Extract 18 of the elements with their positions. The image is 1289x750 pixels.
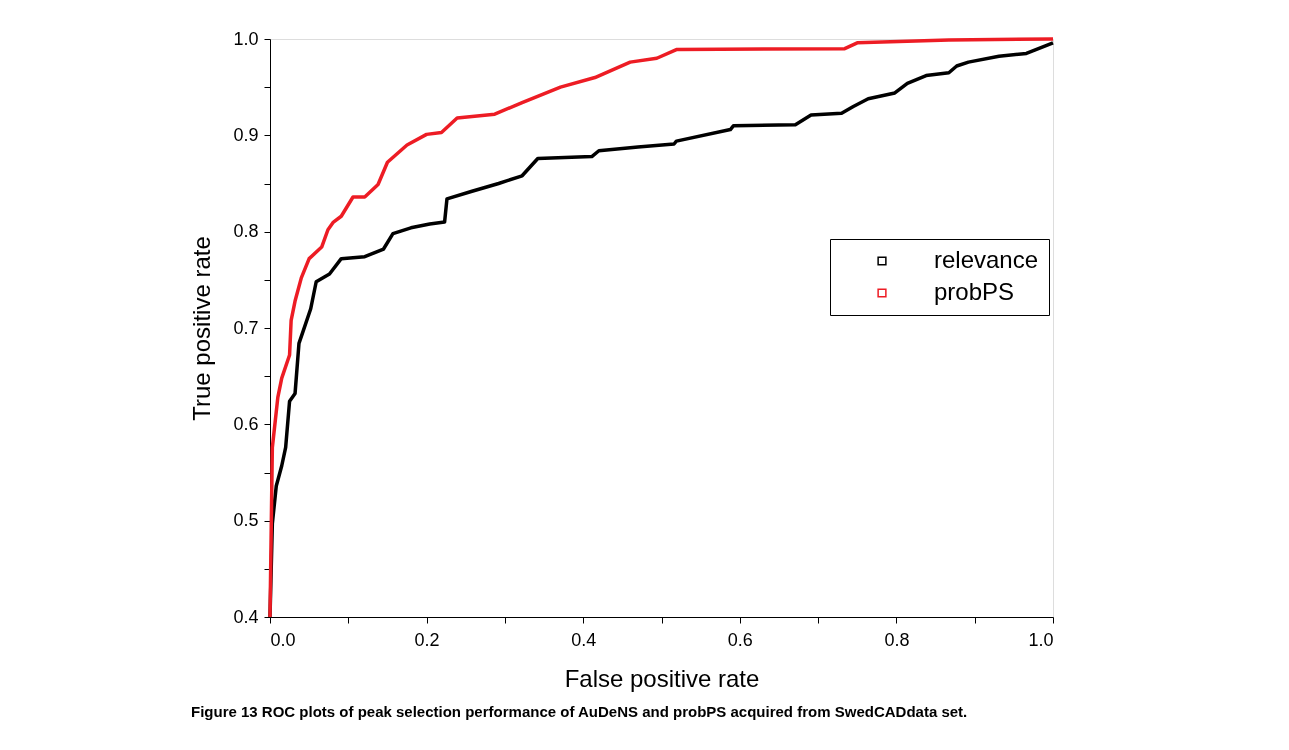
y-tick-label: 0.5 <box>233 510 259 531</box>
caption: Figure 13 ROC plots of peak selection performance of AuDeNS and probPS acquired from SwedCADdata set. <box>190 703 968 720</box>
y-tick-label: 0.4 <box>233 606 259 627</box>
legend-label: probPS <box>934 278 1015 305</box>
x-tick-label: 0.2 <box>414 629 440 650</box>
y-tick-label: 0.9 <box>233 124 259 145</box>
y-tick-label: 0.6 <box>233 413 259 434</box>
y-axis-title: True positive rate <box>188 236 216 421</box>
legend-label: relevance <box>934 246 1039 273</box>
x-tick-label: 0.4 <box>571 629 597 650</box>
y-tick-label: 1.0 <box>233 28 259 49</box>
x-tick-label: 0.8 <box>884 629 910 650</box>
y-tick-label: 0.7 <box>233 317 259 338</box>
x-tick-label: 0.6 <box>727 629 753 650</box>
x-tick-label: 0.0 <box>270 629 296 650</box>
y-tick-label: 0.8 <box>233 221 259 242</box>
x-tick-label: 1.0 <box>1028 629 1054 650</box>
x-axis-title: False positive rate <box>564 664 760 692</box>
